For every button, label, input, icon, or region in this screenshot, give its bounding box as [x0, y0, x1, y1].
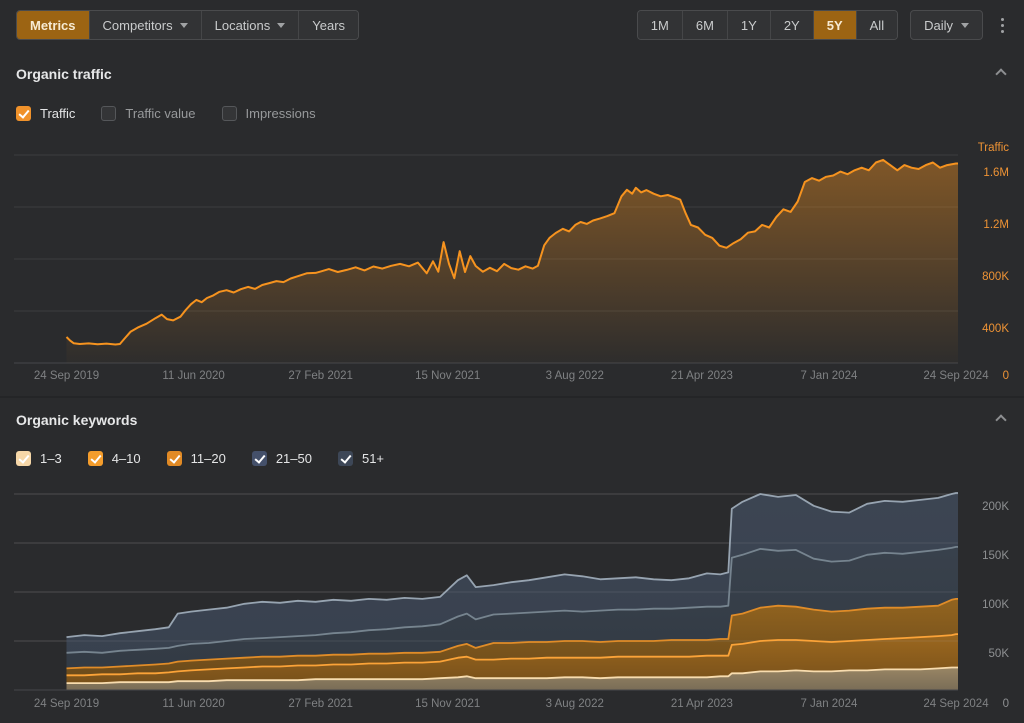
- svg-text:800K: 800K: [982, 271, 1009, 283]
- organic-keywords-chart[interactable]: 50K 100K 150K 200K 24 Sep 2019 11 Jun 2020 27 …: [0, 470, 1024, 720]
- tab-metrics[interactable]: Metrics: [17, 11, 89, 39]
- checkbox-impressions-label: Impressions: [245, 105, 316, 121]
- checkbox-impressions[interactable]: Impressions: [221, 105, 316, 121]
- checkbox-impressions-box: [221, 105, 237, 121]
- svg-text:100K: 100K: [982, 599, 1009, 611]
- svg-text:24 Sep 2024: 24 Sep 2024: [923, 698, 989, 710]
- svg-text:1.6M: 1.6M: [983, 167, 1009, 179]
- metrics-tab-group: Metrics Competitors Locations Years: [16, 10, 360, 40]
- range-1m-label: 1M: [650, 17, 669, 33]
- range-all-label: All: [869, 17, 885, 33]
- checkbox-pos-51-plus-label: 51+: [361, 450, 385, 466]
- collapse-keywords-button[interactable]: [992, 412, 1010, 426]
- checkbox-traffic-box: [16, 105, 31, 121]
- checkbox-pos-1-3[interactable]: 1–3: [16, 450, 62, 466]
- svg-text:3 Aug 2022: 3 Aug 2022: [546, 698, 604, 710]
- checkbox-pos-4-10-label: 4–10: [111, 450, 141, 466]
- svg-text:15 Nov 2021: 15 Nov 2021: [415, 370, 480, 382]
- collapse-traffic-button[interactable]: [992, 66, 1010, 80]
- checkbox-traffic-value-box: [101, 105, 117, 121]
- checkbox-pos-51-plus[interactable]: 51+: [337, 450, 385, 466]
- caret-down-icon: [961, 22, 969, 28]
- tab-competitors[interactable]: Competitors: [88, 11, 201, 39]
- checkbox-traffic-value[interactable]: Traffic value: [101, 105, 196, 121]
- checkbox-pos-11-20[interactable]: 11–20: [166, 450, 226, 466]
- checkbox-pos-1-3-box: [16, 450, 31, 466]
- section-divider: [0, 396, 1024, 398]
- checkbox-pos-4-10-box: [87, 450, 103, 466]
- svg-text:200K: 200K: [982, 501, 1009, 513]
- caret-down-icon: [179, 22, 188, 28]
- svg-text:24 Sep 2019: 24 Sep 2019: [34, 370, 99, 382]
- more-options-button[interactable]: [995, 14, 1010, 37]
- checkbox-pos-51-plus-box: [337, 450, 353, 466]
- svg-text:21 Apr 2023: 21 Apr 2023: [671, 370, 733, 382]
- svg-text:7 Jan 2024: 7 Jan 2024: [800, 370, 858, 382]
- organic-traffic-chart[interactable]: Traffic 400K 800K 1.2M 1.6M 24 Sep 2019 11 Jun…: [0, 135, 1024, 387]
- tab-locations-label: Locations: [214, 17, 271, 33]
- svg-text:27 Feb 2021: 27 Feb 2021: [288, 698, 353, 710]
- checkbox-pos-21-50[interactable]: 21–50: [251, 450, 312, 466]
- interval-select[interactable]: Daily: [910, 10, 983, 40]
- checkbox-pos-1-3-label: 1–3: [40, 450, 62, 466]
- svg-text:400K: 400K: [982, 323, 1009, 335]
- organic-traffic-title: Organic traffic: [16, 66, 112, 82]
- svg-text:11 Jun 2020: 11 Jun 2020: [162, 370, 224, 382]
- range-1y-label: 1Y: [740, 17, 757, 33]
- range-5y-label: 5Y: [826, 17, 843, 33]
- range-1m[interactable]: 1M: [637, 11, 682, 39]
- organic-keywords-title: Organic keywords: [16, 412, 138, 428]
- svg-text:15 Nov 2021: 15 Nov 2021: [415, 698, 480, 710]
- tab-metrics-label: Metrics: [30, 17, 76, 33]
- keyword-range-toggles: 1–3 4–10 11–20 21–50 51+: [16, 449, 384, 467]
- range-6m-label: 6M: [695, 17, 714, 33]
- svg-text:3 Aug 2022: 3 Aug 2022: [546, 370, 604, 382]
- chevron-up-icon: [995, 414, 1007, 426]
- svg-text:24 Sep 2019: 24 Sep 2019: [34, 698, 99, 710]
- svg-text:24 Sep 2024: 24 Sep 2024: [923, 370, 989, 382]
- range-1y[interactable]: 1Y: [726, 11, 770, 39]
- range-2y[interactable]: 2Y: [769, 11, 813, 39]
- svg-text:0: 0: [1003, 698, 1009, 710]
- svg-text:50K: 50K: [989, 648, 1010, 660]
- checkbox-traffic-label: Traffic: [40, 105, 76, 121]
- svg-text:21 Apr 2023: 21 Apr 2023: [671, 698, 733, 710]
- toolbar: Metrics Competitors Locations Years 1M 6…: [16, 10, 1010, 40]
- svg-text:0: 0: [1003, 370, 1009, 382]
- checkbox-traffic-value-label: Traffic value: [125, 105, 196, 121]
- chevron-up-icon: [995, 68, 1007, 80]
- svg-text:7 Jan 2024: 7 Jan 2024: [800, 698, 858, 710]
- tab-locations[interactable]: Locations: [200, 11, 299, 39]
- caret-down-icon: [277, 22, 286, 28]
- interval-label: Daily: [924, 17, 953, 33]
- range-all[interactable]: All: [855, 11, 898, 39]
- svg-text:27 Feb 2021: 27 Feb 2021: [288, 370, 353, 382]
- svg-text:Traffic: Traffic: [978, 142, 1010, 154]
- traffic-metric-toggles: Traffic Traffic value Impressions: [16, 104, 316, 122]
- range-5y[interactable]: 5Y: [812, 11, 856, 39]
- tab-years[interactable]: Years: [298, 11, 359, 39]
- range-6m[interactable]: 6M: [681, 11, 727, 39]
- checkbox-pos-4-10[interactable]: 4–10: [87, 450, 141, 466]
- svg-text:1.2M: 1.2M: [983, 219, 1009, 231]
- checkbox-pos-11-20-box: [166, 450, 182, 466]
- svg-text:11 Jun 2020: 11 Jun 2020: [162, 698, 224, 710]
- checkbox-pos-21-50-label: 21–50: [275, 450, 312, 466]
- checkbox-traffic[interactable]: Traffic: [16, 105, 76, 121]
- svg-text:150K: 150K: [982, 550, 1009, 562]
- date-range-group: 1M 6M 1Y 2Y 5Y All: [636, 10, 899, 40]
- checkbox-pos-11-20-label: 11–20: [190, 450, 226, 466]
- checkbox-pos-21-50-box: [251, 450, 267, 466]
- range-2y-label: 2Y: [783, 17, 800, 33]
- tab-years-label: Years: [312, 17, 346, 33]
- toolbar-right: 1M 6M 1Y 2Y 5Y All Daily: [636, 10, 1010, 40]
- tab-competitors-label: Competitors: [102, 17, 173, 33]
